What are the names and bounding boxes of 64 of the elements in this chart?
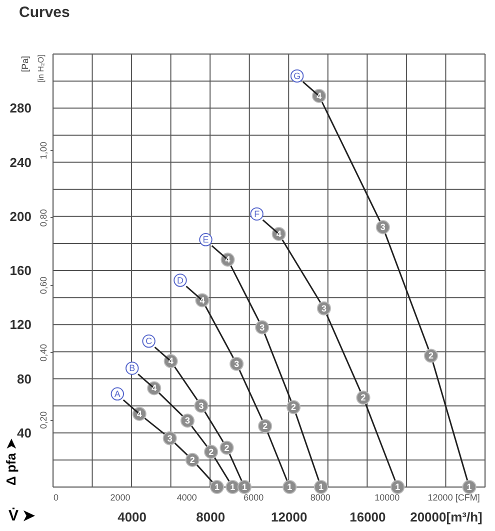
annotation: 3	[198, 400, 204, 411]
x2-tick-label: 12000 [CFM]	[428, 492, 480, 502]
annotation: 4	[316, 90, 322, 101]
chart-title: Curves	[19, 4, 70, 21]
x2-tick-label: 0	[54, 492, 59, 502]
annotation: 3	[321, 303, 326, 314]
y-axis-title: Δ pfa ➤	[4, 438, 18, 486]
annotation: 4	[200, 295, 205, 306]
x2-tick-label: 10000	[374, 492, 400, 502]
series-label: E	[202, 234, 209, 245]
x-tick-label: 8000	[196, 510, 226, 524]
x-tick-label: 12000	[271, 510, 308, 524]
y2-tick-label: 0,60	[38, 276, 48, 294]
x-tick-label: 20000[m³/h]	[410, 510, 482, 524]
y2-tick-label: 0,20	[38, 411, 48, 429]
annotation: 2	[190, 454, 195, 465]
x-tick-label: 4000	[118, 510, 147, 524]
text: [Pa]	[20, 56, 30, 72]
x2-tick-label: 8000	[310, 492, 330, 502]
x2-tick-label: 4000	[176, 492, 197, 502]
annotation: 2	[262, 421, 268, 432]
series-label: C	[146, 336, 153, 346]
y-tick-label: 280	[10, 100, 32, 116]
annotation: 1	[214, 482, 220, 492]
annotation: 3	[185, 416, 190, 426]
annotation: 4	[136, 408, 142, 419]
annotation: 4	[225, 254, 230, 265]
annotation: 1	[318, 482, 324, 492]
y2-tick-label: 0,80	[38, 209, 48, 227]
series-label: B	[129, 363, 136, 374]
y-tick-label: 120	[10, 317, 32, 332]
y2-tick-label: 0,40	[38, 344, 48, 362]
y-tick-label: 240	[10, 154, 32, 170]
annotation: 2	[428, 350, 434, 361]
y-tick-label: 40	[17, 425, 32, 440]
annotation: 2	[224, 442, 230, 453]
annotation: 1	[230, 482, 236, 492]
x-axis-title: V̇ ➤	[8, 507, 36, 524]
x-tick-label: 16000	[350, 510, 386, 524]
annotation: 3	[260, 322, 265, 332]
y-tick-label: 80	[17, 371, 32, 386]
annotation: 1	[395, 482, 400, 492]
annotation: 1	[287, 482, 292, 492]
annotation: 4	[276, 228, 282, 239]
y-tick-label: 200	[10, 208, 32, 224]
annotation: 2	[291, 402, 296, 412]
y2-axis-title: [in H₂O]	[36, 54, 46, 82]
annotation: 3	[167, 433, 172, 444]
annotation: 1	[242, 482, 247, 492]
y-tick-label: 160	[10, 263, 32, 278]
annotation: 2	[208, 446, 214, 457]
annotation: 2	[360, 392, 366, 403]
annotation: 3	[380, 222, 386, 232]
annotation: 4	[168, 356, 174, 366]
series-label: G	[294, 70, 301, 81]
series-label: A	[114, 388, 120, 399]
series-label: D	[176, 275, 184, 286]
annotation: 3	[234, 358, 240, 369]
annotation: 1	[466, 482, 472, 492]
series-label: F	[254, 208, 260, 219]
x2-tick-label: 6000	[244, 492, 264, 502]
y2-tick-label: 1,00	[38, 142, 48, 160]
x2-tick-label: 2000	[110, 492, 130, 502]
annotation: 4	[152, 383, 157, 394]
